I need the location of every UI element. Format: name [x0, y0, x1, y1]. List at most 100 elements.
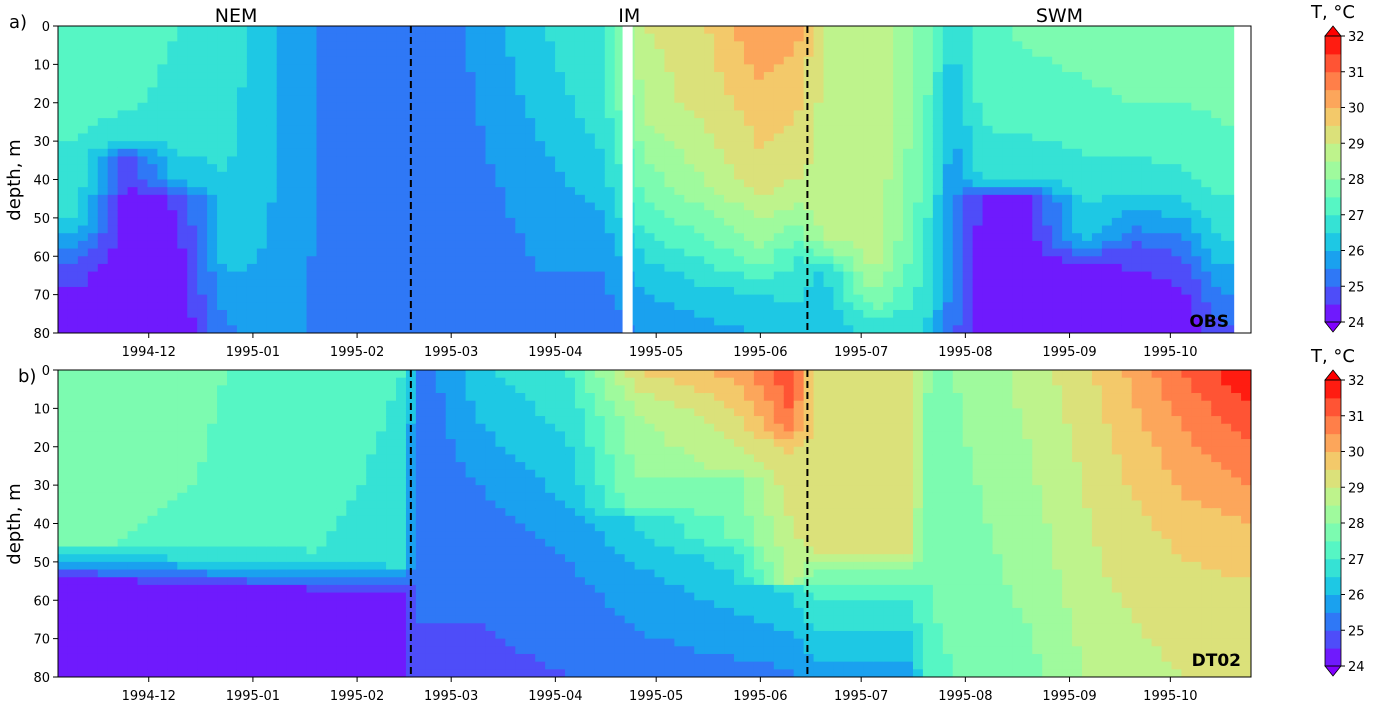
heatmap-cell [1191, 171, 1202, 181]
heatmap-cell [475, 233, 487, 242]
heatmap-cell [306, 210, 318, 219]
heatmap-cell [922, 118, 934, 127]
heatmap-cell [97, 187, 109, 196]
heatmap-cell [942, 72, 954, 81]
heatmap-cell [574, 87, 586, 96]
heatmap-cell [873, 256, 884, 265]
heatmap-cell [296, 171, 308, 181]
heatmap-cell [346, 309, 357, 319]
heatmap-cell [773, 194, 785, 204]
heatmap-cell [584, 302, 596, 311]
heatmap-cell [932, 233, 944, 242]
heatmap-cell [336, 302, 347, 311]
heatmap-cell [87, 279, 99, 288]
heatmap-cell [893, 286, 904, 296]
heatmap-cell [535, 33, 546, 42]
heatmap-cell [694, 263, 705, 273]
heatmap-cell [1211, 148, 1222, 158]
heatmap-cell [127, 309, 139, 319]
heatmap-cell [525, 286, 536, 296]
heatmap-cell [535, 72, 546, 81]
heatmap-cell [714, 279, 725, 288]
heatmap-cell [565, 87, 576, 96]
heatmap-cell [276, 279, 288, 288]
heatmap-cell [1121, 118, 1133, 127]
heatmap-cell [714, 271, 725, 280]
heatmap-cell [1032, 141, 1043, 150]
heatmap-cell [694, 179, 705, 188]
heatmap-cell [167, 271, 178, 280]
heatmap-cell [187, 187, 198, 196]
heatmap-cell [425, 26, 437, 35]
heatmap-cell [1101, 302, 1113, 311]
heatmap-cell [1032, 26, 1043, 35]
heatmap-cell [912, 171, 924, 181]
heatmap-cell [1052, 148, 1063, 158]
heatmap-cell [674, 233, 685, 242]
heatmap-cell [217, 286, 228, 296]
heatmap-cell [246, 294, 258, 303]
heatmap-cell [535, 279, 546, 288]
heatmap-cell [87, 454, 99, 463]
heatmap-cell [475, 271, 487, 280]
heatmap-cell [743, 194, 755, 204]
heatmap-cell [555, 263, 566, 273]
heatmap-cell [1191, 156, 1202, 165]
heatmap-cell [763, 141, 775, 150]
heatmap-cell [594, 179, 606, 188]
heatmap-cell [77, 416, 89, 425]
heatmap-cell [445, 102, 457, 112]
heatmap-cell [475, 256, 487, 265]
heatmap-cell [813, 179, 825, 188]
heatmap-cell [1062, 33, 1073, 42]
heatmap-cell [77, 630, 89, 640]
heatmap-cell [793, 309, 805, 319]
heatmap-cell [296, 49, 308, 58]
heatmap-cell [1181, 225, 1192, 234]
heatmap-cell [1151, 171, 1163, 181]
heatmap-cell [147, 87, 159, 96]
heatmap-cell [67, 210, 79, 219]
heatmap-cell [525, 210, 536, 219]
heatmap-cell [246, 87, 258, 96]
heatmap-cell [415, 248, 427, 257]
heatmap-cell [326, 72, 337, 81]
heatmap-cell [594, 33, 606, 42]
heatmap-cell [535, 26, 546, 35]
heatmap-cell [1221, 33, 1232, 42]
heatmap-cell [1211, 317, 1222, 326]
heatmap-cell [465, 102, 477, 112]
heatmap-cell [1012, 294, 1023, 303]
heatmap-cell [445, 286, 457, 296]
heatmap-cell [435, 263, 447, 273]
heatmap-cell [972, 194, 984, 204]
heatmap-cell [793, 95, 805, 104]
heatmap-cell [67, 669, 79, 677]
heatmap-cell [753, 279, 765, 288]
heatmap-cell [704, 302, 715, 311]
heatmap-cell [1022, 286, 1033, 296]
heatmap-cell [654, 248, 666, 257]
heatmap-cell [1161, 110, 1173, 119]
heatmap-cell [803, 271, 815, 280]
heatmap-cell [197, 187, 208, 196]
heatmap-cell [873, 95, 884, 104]
heatmap-cell [396, 233, 407, 242]
heatmap-cell [833, 102, 844, 112]
heatmap-cell [217, 56, 228, 65]
heatmap-cell [236, 118, 248, 127]
heatmap-cell [783, 41, 795, 50]
heatmap-cell [545, 302, 556, 311]
heatmap-cell [783, 33, 795, 42]
heatmap-cell [1161, 79, 1173, 88]
heatmap-cell [1211, 133, 1222, 142]
heatmap-cell [912, 49, 924, 58]
heatmap-cell [843, 302, 854, 311]
heatmap-cell [187, 179, 198, 188]
heatmap-cell [614, 95, 626, 104]
heatmap-cell [1151, 317, 1163, 326]
heatmap-cell [217, 202, 228, 211]
heatmap-cell [346, 156, 357, 165]
heatmap-cell [704, 41, 715, 50]
